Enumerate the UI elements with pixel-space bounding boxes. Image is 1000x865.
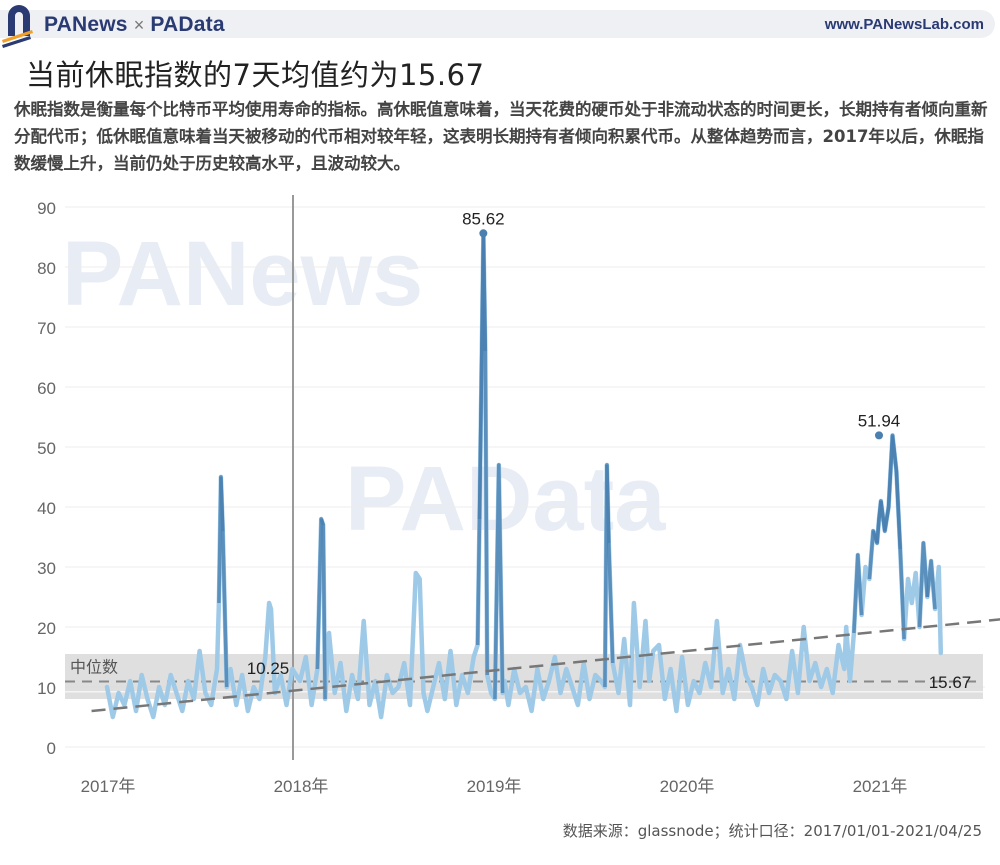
series-spike-highlight — [917, 541, 930, 628]
peak-marker-dot — [479, 229, 488, 238]
chart-description: 休眠指数是衡量每个比特币平均使用寿命的指标。高休眠值意味着，当天花费的硬币处于非… — [14, 100, 988, 173]
series-spike-highlight — [894, 470, 906, 640]
current-value-label: 15.67 — [929, 673, 972, 692]
brand-separator: × — [133, 15, 145, 35]
x-tick-label: 2021年 — [853, 777, 908, 796]
y-tick-label: 70 — [37, 319, 56, 338]
brand-padata: PAData — [150, 13, 225, 36]
brand-panews: PANews — [44, 13, 128, 36]
peak-label: 85.62 — [462, 209, 505, 228]
peak-marker-dot — [875, 431, 883, 440]
x-tick-label: 2017年 — [81, 777, 136, 796]
series-spike-highlight — [481, 233, 489, 676]
peak-label: 51.94 — [858, 411, 901, 430]
y-tick-label: 40 — [37, 499, 56, 518]
trend-line — [91, 618, 1000, 713]
y-tick-label: 80 — [37, 259, 56, 278]
median-label: 中位数 — [70, 659, 118, 677]
x-tick-label: 2019年 — [467, 777, 522, 796]
line-chart: PANews PAData 0 10 20 30 40 50 60 70 80 90 中位数 85.62 5… — [37, 195, 1000, 796]
y-tick-label: 50 — [37, 439, 56, 458]
series-spike-highlight — [493, 463, 505, 700]
series-spike-highlight — [219, 476, 229, 688]
panews-logo-icon — [2, 5, 33, 48]
data-source-note: 数据来源：glassnode；统计口径：2017/01/01-2021/04/2… — [562, 822, 982, 840]
watermark-panews: PANews — [62, 223, 423, 325]
y-tick-label: 10 — [37, 679, 56, 698]
site-url-link[interactable]: www.PANewsLab.com — [824, 16, 984, 33]
series-line — [104, 231, 944, 720]
chart-title: 当前休眠指数的7天均值约为15.67 — [26, 58, 485, 92]
y-tick-label: 30 — [37, 559, 56, 578]
chart-area: PANews PAData 0 10 20 30 40 50 60 70 80 90 中位数 85.62 5… — [0, 190, 1000, 800]
y-tick-label: 90 — [37, 199, 56, 218]
y-tick-label: 20 — [37, 619, 56, 638]
x-tick-label: 2018年 — [274, 777, 329, 796]
series-spike-highlight — [319, 518, 327, 700]
watermark-padata: PAData — [345, 448, 666, 550]
y-tick-label: 60 — [37, 379, 56, 398]
brand-title: PANews × PAData — [44, 13, 225, 37]
series-spike-highlight — [925, 559, 937, 610]
median-value-label: 10.25 — [247, 659, 290, 678]
x-tick-label: 2020年 — [660, 777, 715, 796]
y-tick-label: 0 — [47, 739, 56, 758]
header-bar — [0, 10, 995, 38]
series-spike-highlight — [605, 464, 615, 664]
series-spike-highlight — [852, 553, 864, 634]
